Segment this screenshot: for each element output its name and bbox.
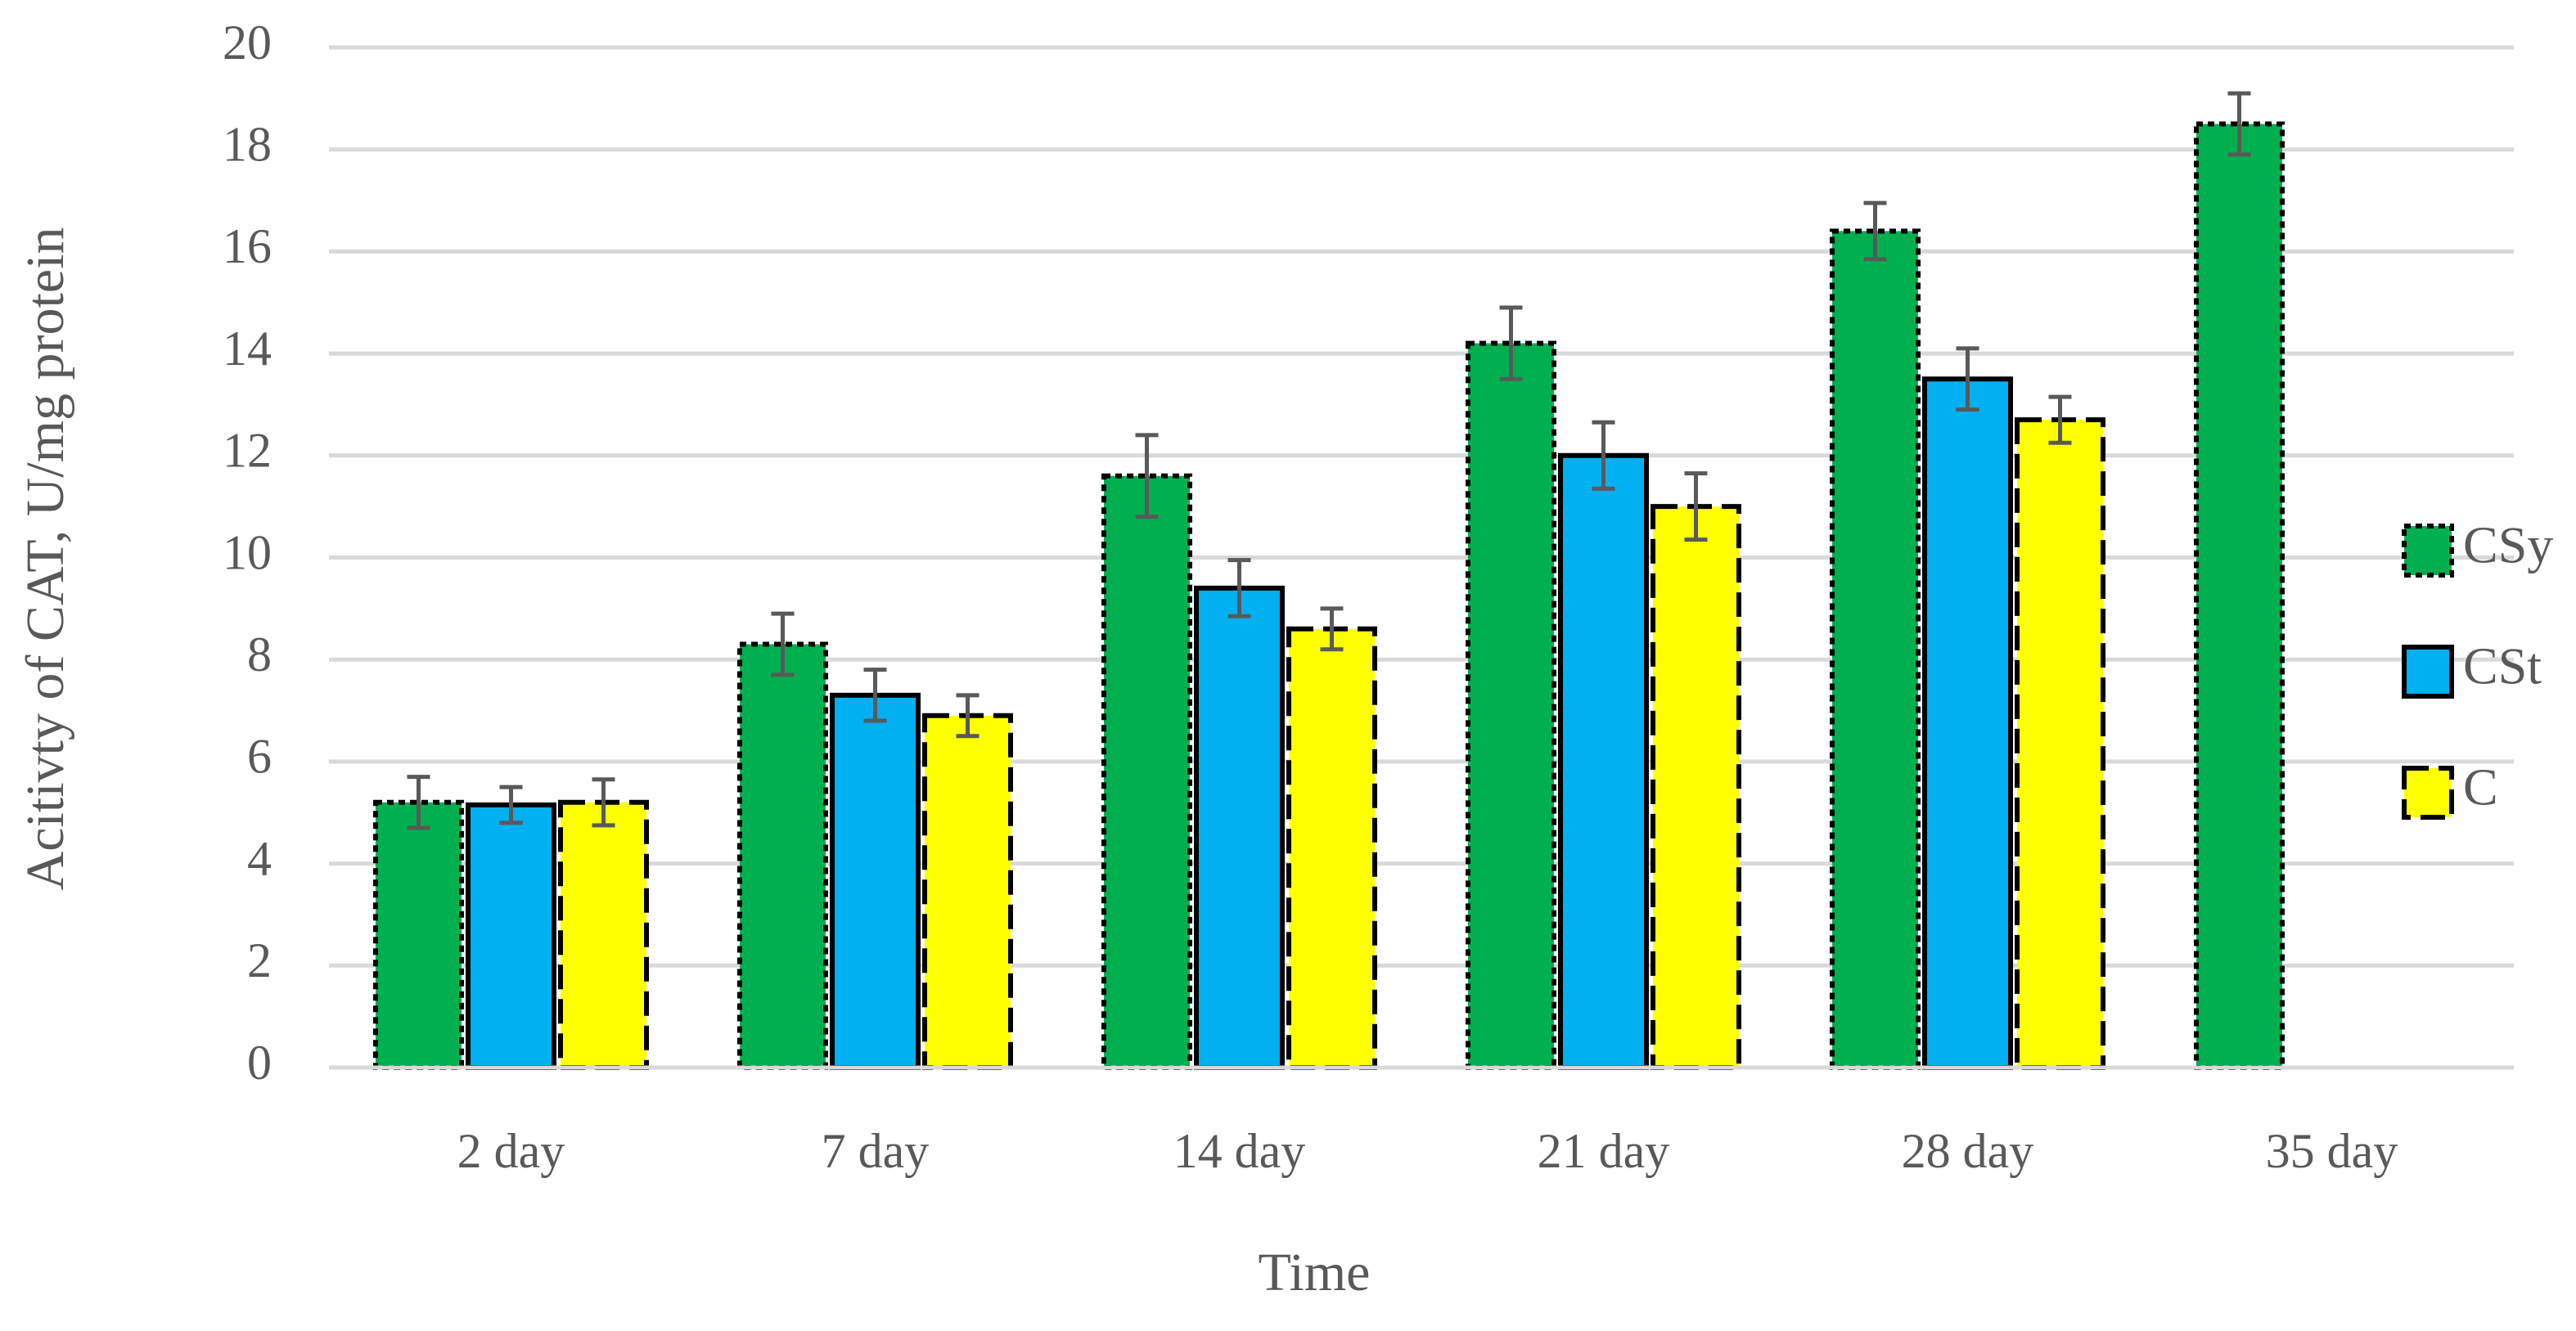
bar	[1922, 376, 2013, 1070]
y-tick-label: 10	[223, 525, 272, 579]
bar	[737, 641, 828, 1070]
bar	[1286, 626, 1377, 1070]
legend-swatch	[2402, 766, 2454, 820]
bar	[1651, 504, 1741, 1070]
bar	[1194, 585, 1285, 1070]
error-bar	[1499, 305, 1523, 381]
y-tick-label: 12	[223, 424, 272, 478]
legend-label: CSt	[2463, 637, 2542, 695]
error-bar	[1956, 346, 1979, 412]
x-tick-label: 35 day	[2266, 1124, 2398, 1178]
legend-swatch	[2402, 524, 2454, 578]
bar	[830, 692, 921, 1070]
bar	[2015, 417, 2105, 1070]
error-bar	[592, 777, 615, 828]
x-tick-label: 21 day	[1538, 1124, 1670, 1178]
y-tick-label: 20	[223, 16, 272, 70]
y-tick-label: 2	[247, 933, 272, 987]
y-tick-label: 6	[247, 730, 272, 784]
y-tick-label: 4	[247, 831, 272, 885]
error-bar	[499, 785, 523, 825]
error-bar	[1227, 558, 1251, 618]
bar	[922, 713, 1013, 1070]
error-bar	[407, 775, 430, 830]
bar	[2194, 121, 2285, 1070]
error-bar	[956, 693, 980, 739]
legend-label: CSy	[2463, 516, 2553, 574]
y-tick-label: 8	[247, 627, 272, 681]
x-tick-label: 2 day	[457, 1124, 565, 1178]
error-bar	[1592, 420, 1615, 491]
y-tick-label: 18	[223, 117, 272, 171]
y-tick-label: 14	[223, 322, 272, 375]
y-tick-label: 16	[223, 219, 272, 273]
error-bar	[1863, 200, 1887, 262]
bar	[466, 802, 556, 1071]
bar	[1558, 452, 1649, 1070]
bar	[558, 799, 649, 1071]
error-bar	[2048, 394, 2072, 445]
bar	[1466, 340, 1556, 1070]
bar	[1830, 228, 1921, 1070]
error-bar	[771, 611, 795, 677]
error-bar	[2227, 91, 2251, 157]
error-bar	[1135, 433, 1159, 519]
legend-label: C	[2463, 758, 2498, 816]
legend-swatch	[2402, 645, 2454, 699]
y-tick-label: 0	[247, 1036, 272, 1090]
x-tick-label: 7 day	[822, 1124, 930, 1178]
x-axis-title: Time	[1259, 1243, 1371, 1302]
error-bar	[1684, 471, 1708, 542]
x-tick-label: 14 day	[1173, 1124, 1306, 1178]
error-bar	[1320, 606, 1344, 652]
y-axis-title: Acitivty of CAT, U/mg protein	[16, 227, 75, 891]
bar	[1101, 473, 1192, 1070]
x-tick-label: 28 day	[1902, 1124, 2034, 1178]
bar	[373, 799, 464, 1071]
error-bar	[863, 668, 887, 723]
